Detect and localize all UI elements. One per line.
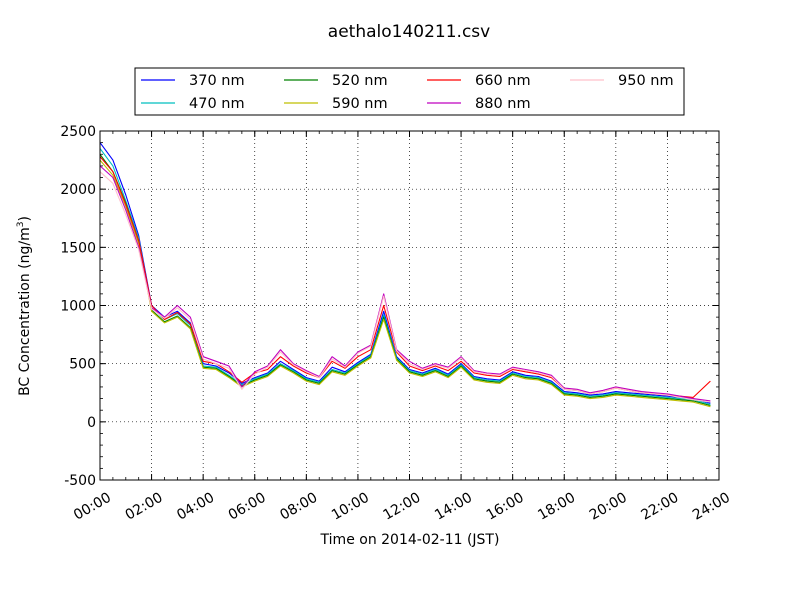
chart-title: aethalo140211.csv — [328, 22, 490, 42]
y-axis-label-main: BC Concentration (ng/m — [17, 227, 33, 396]
legend-label-880-nm: 880 nm — [475, 96, 531, 112]
y-tick-label: 500 — [69, 357, 96, 373]
y-axis-label-superscript: 3 — [16, 222, 26, 228]
y-axis-label-close: ) — [17, 216, 33, 221]
legend-label-520-nm: 520 nm — [332, 73, 388, 89]
plot-area: 00:00 02:00 04:00 06:00 08:00 10:00 12:00 14:00… — [60, 124, 733, 524]
legend-label-370-nm: 370 nm — [189, 73, 245, 89]
legend-box — [134, 67, 685, 116]
y-tick-label: 1000 — [60, 299, 96, 315]
x-axis-label: Time on 2014-02-11 (JST) — [320, 532, 500, 548]
y-tick-label: 2500 — [60, 124, 96, 140]
plot-frame — [99, 130, 720, 481]
y-axis-label: BC Concentration (ng/m3) — [16, 216, 33, 396]
series-line-880-nm — [99, 165, 711, 402]
legend-label-470-nm: 470 nm — [189, 96, 245, 112]
plot-background — [100, 131, 719, 480]
y-tick-label: 1500 — [60, 240, 96, 256]
legend-label-660-nm: 660 nm — [475, 73, 531, 89]
legend-label-950-nm: 950 nm — [618, 73, 674, 89]
y-tick-label: 2000 — [60, 182, 96, 198]
series-line-950-nm — [99, 171, 711, 403]
legend-label-590-nm: 590 nm — [332, 96, 388, 112]
series-line-590-nm — [99, 159, 711, 408]
y-tick-label: 0 — [87, 415, 96, 431]
legend: 370 nm 470 nm 520 nm 590 nm 660 nm 880 nm 950 … — [134, 67, 685, 116]
y-tick-label: -500 — [64, 473, 96, 489]
series-line-370-nm — [99, 142, 711, 404]
